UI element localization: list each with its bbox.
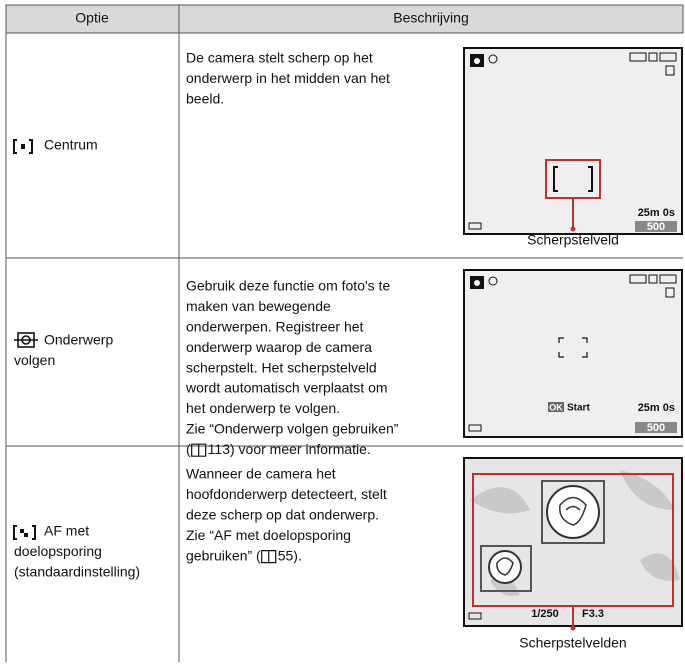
screen-count: 500 xyxy=(647,221,665,233)
screen-rect xyxy=(548,402,564,412)
description-line: het onderwerp te volgen. xyxy=(186,400,340,416)
option-label: volgen xyxy=(14,352,55,368)
description-line: hoofdonderwerp detecteert, stelt xyxy=(186,486,387,502)
screen-circle xyxy=(474,58,480,64)
screen-rect xyxy=(659,274,677,284)
screen-rect xyxy=(665,65,675,76)
reference-prefix: ( xyxy=(186,441,191,457)
option-label: doelopsporing xyxy=(14,543,102,559)
description-line: Zie “Onderwerp volgen gebruiken” xyxy=(186,421,399,437)
screen-circle xyxy=(474,280,480,286)
reference-page: 55 xyxy=(278,547,294,563)
screen-rect xyxy=(468,222,482,230)
button-action: Start xyxy=(567,403,590,414)
center-icon xyxy=(13,139,33,154)
screen-path xyxy=(470,470,680,596)
screen-count: 500 xyxy=(647,422,665,434)
target-af-icon xyxy=(13,525,36,540)
description-line: deze scherp op dat onderwerp. xyxy=(186,507,379,523)
screen-rect xyxy=(24,533,28,537)
description-line: Gebruik deze functie om foto's te xyxy=(186,278,390,294)
screen-rect xyxy=(20,529,24,533)
screen-rect xyxy=(629,274,647,284)
screen-rect xyxy=(468,612,482,620)
header-description: Beschrijving xyxy=(393,10,468,26)
camera-screen xyxy=(463,47,683,235)
description-line: Wanneer de camera het xyxy=(186,466,336,482)
camera-screen xyxy=(463,269,683,438)
screen-circle xyxy=(488,54,498,64)
shutter-speed: 1/250 xyxy=(531,608,559,620)
description-line: wordt automatisch verplaatst om xyxy=(185,380,388,396)
aperture: F3.3 xyxy=(582,608,604,620)
button-label: OK xyxy=(549,402,563,412)
screen-rect xyxy=(635,422,677,433)
screen-path xyxy=(559,496,587,526)
book-icon-shape xyxy=(191,443,207,457)
description-line: onderwerp in het midden van het xyxy=(186,70,390,86)
screen-circle xyxy=(570,625,576,631)
screen-rect xyxy=(21,144,25,149)
book-icon xyxy=(191,443,207,457)
option-label: AF met xyxy=(44,523,89,539)
screen-caption: Scherpstelvelden xyxy=(519,635,626,651)
screen-path xyxy=(496,557,514,576)
screen-rect xyxy=(665,287,675,298)
tracking-icon xyxy=(14,332,38,348)
option-label: (standaardinstelling) xyxy=(14,564,140,580)
description-line: Zie “AF met doelopsporing xyxy=(186,527,351,543)
description-line: scherpstelt. Het scherpstelveld xyxy=(186,359,377,375)
screen-rect xyxy=(648,52,658,62)
screen-rect xyxy=(468,424,482,432)
screen-caption: Scherpstelveld xyxy=(527,232,619,248)
screen-path xyxy=(13,139,33,154)
description-line: beeld. xyxy=(186,91,224,107)
book-icon xyxy=(261,550,277,564)
description-line: De camera stelt scherp op het xyxy=(186,50,373,66)
screen-rect xyxy=(659,52,677,62)
screen-circle xyxy=(488,550,522,584)
screen-rect xyxy=(629,52,647,62)
description-line: onderwerpen. Registreer het xyxy=(186,319,364,335)
screen-rect xyxy=(463,269,683,438)
header-background xyxy=(5,4,684,34)
screen-circle xyxy=(488,276,498,286)
screen-circle xyxy=(546,485,600,539)
option-label: Centrum xyxy=(44,137,98,153)
screen-rect xyxy=(541,480,605,544)
reference-suffix: ). xyxy=(293,547,302,563)
screen-time: 25m 0s xyxy=(638,402,675,414)
screen-rect xyxy=(635,221,677,232)
header-option: Optie xyxy=(75,10,109,26)
screen-time: 25m 0s xyxy=(638,207,675,219)
description-line: maken van bewegende xyxy=(186,298,331,314)
description-line: onderwerp waarop de camera xyxy=(186,339,372,355)
screen-rect xyxy=(648,274,658,284)
screen-path xyxy=(553,166,593,192)
camera-screen xyxy=(463,457,683,631)
option-label: Onderwerp xyxy=(44,332,113,348)
reference-suffix: ) voor meer informatie. xyxy=(230,441,371,457)
reference-prefix: gebruiken” ( xyxy=(186,547,261,563)
screen-circle xyxy=(570,226,576,232)
screen-path xyxy=(558,337,588,358)
reference-page: 113 xyxy=(208,441,231,457)
book-icon-shape xyxy=(261,550,277,564)
screen-path xyxy=(13,525,36,540)
screen-rect xyxy=(480,545,532,592)
